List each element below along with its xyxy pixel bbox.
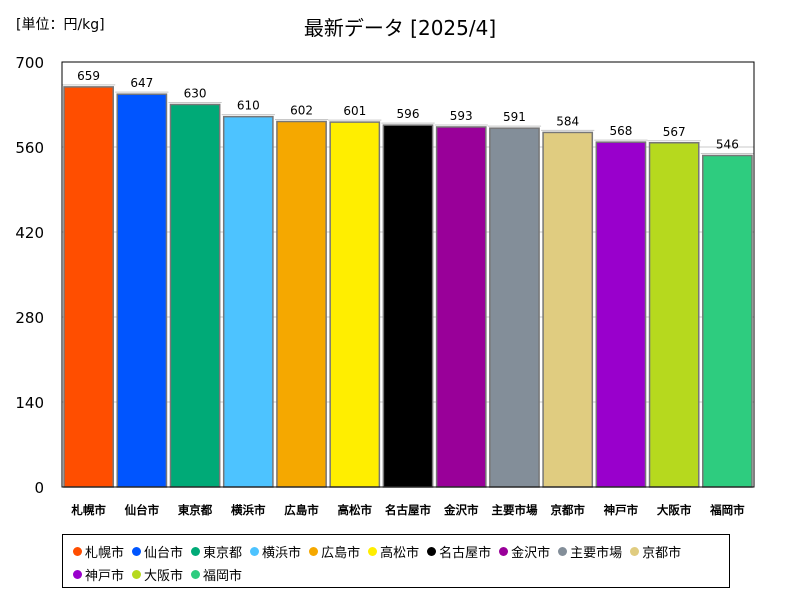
legend-swatch	[191, 570, 201, 579]
y-axis-ticks: 0 140 280 420 560 700	[15, 54, 44, 497]
legend-swatch	[132, 547, 142, 556]
legend-label: 横浜市	[262, 546, 302, 561]
legend-swatch	[250, 547, 260, 556]
legend-item: 主要市場	[558, 541, 622, 562]
x-tick-label: 金沢市	[443, 503, 479, 517]
data-label: 584	[556, 114, 579, 128]
bar-9	[542, 131, 594, 488]
legend-label: 広島市	[321, 546, 361, 561]
x-tick-label: 高松市	[338, 503, 373, 517]
bar-12	[702, 154, 753, 488]
bars	[63, 86, 753, 488]
legend-label: 札幌市	[85, 546, 125, 561]
legend-item: 福岡市	[191, 564, 242, 585]
x-tick-label: 名古屋市	[385, 503, 431, 517]
bar-7	[435, 126, 487, 488]
legend-label: 主要市場	[570, 546, 623, 561]
data-label: 610	[237, 99, 260, 113]
bar-5	[329, 121, 381, 488]
x-tick-label: 広島市	[284, 503, 319, 517]
bar-8	[489, 127, 540, 488]
legend: 札幌市 仙台市 東京都 横浜市 広島市 高松市 名古屋市 金沢市 主要市場 京都市神戸市 大阪市 福岡…	[62, 534, 730, 588]
y-tick-label: 420	[15, 224, 44, 242]
legend-label: 高松市	[380, 546, 420, 561]
data-label: 602	[290, 104, 313, 118]
legend-item: 神戸市	[73, 564, 124, 585]
legend-item: 大阪市	[132, 564, 183, 585]
plot-frame	[61, 61, 755, 488]
unit-label: [単位：円/kg]	[16, 17, 105, 33]
x-tick-label: 福岡市	[709, 503, 745, 517]
bar-0	[63, 86, 114, 488]
data-label: 568	[609, 124, 632, 138]
chart-title: 最新データ [2025/4]	[303, 16, 497, 40]
legend-label: 名古屋市	[439, 546, 492, 561]
legend-swatch	[368, 547, 378, 556]
y-tick-label: 140	[15, 394, 44, 412]
data-label: 601	[343, 104, 366, 118]
legend-item: 仙台市	[132, 541, 183, 562]
data-label: 593	[450, 109, 473, 123]
x-tick-label: 大阪市	[657, 503, 692, 517]
y-tick-label: 280	[15, 309, 44, 327]
bar-6	[382, 124, 434, 488]
y-tick-label: 700	[15, 54, 44, 72]
bar-3	[222, 115, 274, 488]
legend-swatch	[427, 547, 437, 556]
legend-swatch	[499, 547, 509, 556]
y-tick-label: 560	[15, 139, 44, 157]
legend-item: 名古屋市	[427, 541, 491, 562]
legend-label: 大阪市	[144, 569, 184, 584]
x-tick-label: 横浜市	[231, 503, 266, 517]
x-tick-label: 東京都	[178, 503, 213, 517]
data-label: 659	[77, 69, 100, 83]
legend-swatch	[73, 570, 82, 579]
data-label: 546	[716, 138, 739, 152]
x-axis-ticks: 札幌市 仙台市 東京都 横浜市 広島市 高松市 名古屋市 金沢市 主要市場 京都市 神戸市 大阪市 福岡…	[70, 503, 745, 517]
y-tick-label: 0	[34, 479, 44, 497]
bar-2	[169, 103, 221, 488]
legend-label: 東京都	[203, 546, 243, 561]
data-label: 591	[503, 110, 526, 124]
legend-swatch	[630, 547, 640, 556]
legend-item: 横浜市	[250, 541, 301, 562]
legend-label: 福岡市	[203, 569, 243, 584]
legend-item: 広島市	[309, 541, 360, 562]
x-tick-label: 仙台市	[125, 503, 160, 517]
legend-swatch	[191, 547, 201, 556]
legend-item: 札幌市	[73, 541, 124, 562]
legend-item: 高松市	[368, 541, 419, 562]
bar-1	[116, 93, 168, 488]
legend-swatch	[309, 547, 319, 556]
legend-label: 金沢市	[511, 546, 551, 561]
bar-10	[595, 141, 647, 488]
legend-item: 金沢市	[499, 541, 550, 562]
legend-item: 東京都	[191, 541, 242, 562]
data-label: 596	[397, 107, 420, 121]
legend-label: 仙台市	[144, 546, 184, 561]
data-labels: 659 647 630 610 602 601 596 593 591 584 568 567 546	[77, 69, 739, 152]
legend-swatch	[73, 547, 82, 556]
x-tick-label: 神戸市	[604, 503, 639, 517]
legend-swatch	[132, 570, 142, 579]
legend-label: 神戸市	[85, 569, 125, 584]
data-label: 647	[130, 76, 153, 90]
data-label: 630	[184, 87, 207, 101]
data-label: 567	[663, 125, 686, 139]
legend-label: 京都市	[642, 546, 682, 561]
x-tick-label: 主要市場	[491, 503, 537, 517]
legend-swatch	[558, 547, 568, 556]
legend-item: 京都市	[630, 541, 681, 562]
x-tick-label: 京都市	[550, 503, 585, 517]
x-tick-label: 札幌市	[70, 503, 106, 517]
bar-4	[276, 120, 327, 488]
bar-11	[648, 142, 700, 488]
